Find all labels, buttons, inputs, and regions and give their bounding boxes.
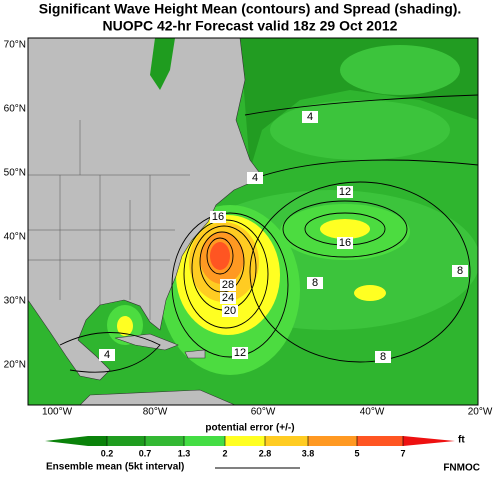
- lon-label: 100°W: [42, 407, 73, 418]
- south-america: [79, 389, 236, 405]
- colorbar-unit: ft: [458, 435, 465, 446]
- title-line: Significant Wave Height Mean (contours) …: [39, 1, 462, 17]
- lat-label: 50°N: [4, 168, 26, 179]
- colorbar-tick-label: 2: [222, 448, 227, 458]
- contour-label: 24: [222, 292, 234, 304]
- contour-label-bg: [210, 211, 226, 223]
- contour-label: 4: [252, 172, 258, 184]
- contour-label: 20: [224, 305, 236, 317]
- borders: [28, 120, 190, 320]
- colorbar-segment: [184, 436, 225, 446]
- contours: [59, 94, 478, 373]
- contour-label: 4: [104, 349, 110, 361]
- contour-label: 28: [222, 279, 234, 291]
- title-line: NUOPC 42-hr Forecast valid 18z 29 Oct 20…: [103, 18, 398, 34]
- contour-label: 8: [312, 277, 318, 289]
- contour-label: 8: [380, 351, 386, 363]
- contour-label-bg: [375, 351, 391, 363]
- lon-label: 20°W: [468, 407, 493, 418]
- contour-label-bg: [337, 237, 353, 249]
- map-area: [28, 38, 478, 405]
- colorbar-tick-label: 1.3: [178, 448, 191, 458]
- colorbar-arrow: [45, 436, 88, 446]
- legend-text: Ensemble mean (5kt interval): [46, 462, 184, 473]
- colorbar-label: potential error (+/-): [205, 423, 294, 434]
- colorbar-segment: [107, 436, 145, 446]
- islands: [114, 333, 206, 359]
- contour-label-bg: [307, 277, 323, 289]
- contour-label: 16: [339, 237, 351, 249]
- colorbar-segment: [265, 436, 308, 446]
- lon-label: 40°W: [360, 407, 385, 418]
- colorbar-segment: [145, 436, 184, 446]
- contour-label-bg: [337, 186, 353, 198]
- lat-label: 20°N: [4, 360, 26, 371]
- credit: FNMOC: [443, 463, 480, 474]
- land: [28, 38, 263, 381]
- contour-label-bg: [302, 111, 318, 123]
- lon-label: 60°W: [251, 407, 276, 418]
- contour-label-bg: [99, 349, 115, 361]
- colorbar-tick-label: 0.2: [101, 448, 114, 458]
- lat-label: 30°N: [4, 296, 26, 307]
- contour-label: 12: [234, 347, 246, 359]
- lat-label: 40°N: [4, 232, 26, 243]
- contour-label: 12: [339, 186, 351, 198]
- colorbar-tick-label: 2.8: [259, 448, 272, 458]
- contour-label-bg: [220, 279, 236, 291]
- contour-label: 8: [457, 265, 463, 277]
- colorbar-tick-label: 5: [354, 448, 359, 458]
- colorbar-segment: [225, 436, 265, 446]
- colorbar-tick-label: 0.7: [139, 448, 152, 458]
- colorbar-segment: [88, 436, 107, 446]
- lat-label: 70°N: [4, 40, 26, 51]
- map-frame: [27, 37, 479, 406]
- colorbar-segment: [308, 436, 357, 446]
- hudson-bay: [150, 38, 175, 90]
- contour-label-bg: [232, 347, 248, 359]
- lat-label: 60°N: [4, 104, 26, 115]
- colorbar-tick-label: 7: [400, 448, 405, 458]
- lon-label: 80°W: [143, 407, 168, 418]
- contour-label: 16: [212, 211, 224, 223]
- contour-label-bg: [222, 305, 238, 317]
- contour-label-bg: [452, 265, 468, 277]
- colorbar-tick-label: 3.8: [302, 448, 315, 458]
- contour-label-bg: [247, 172, 263, 184]
- colorbar-arrow: [403, 436, 455, 446]
- contour-label-bg: [220, 292, 236, 304]
- colorbar-segment: [357, 436, 403, 446]
- contour-label: 4: [307, 111, 313, 123]
